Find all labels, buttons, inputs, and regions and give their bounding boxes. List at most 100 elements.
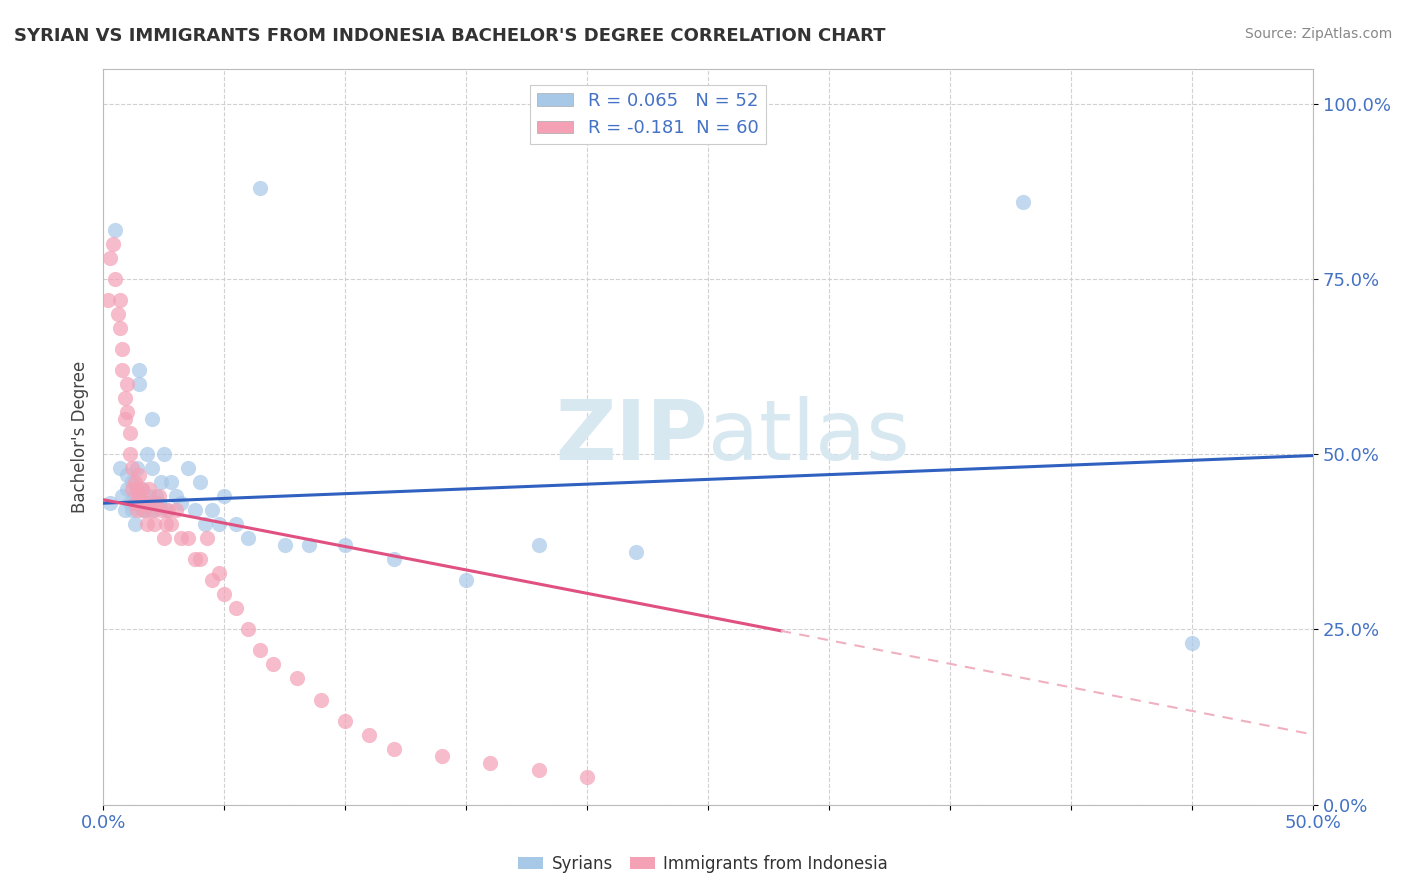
Text: ZIP: ZIP xyxy=(555,396,709,477)
Point xyxy=(97,293,120,307)
Point xyxy=(212,489,235,503)
Point xyxy=(155,503,177,517)
Point xyxy=(111,342,134,356)
Point xyxy=(184,552,207,566)
Point xyxy=(177,461,200,475)
Point xyxy=(128,468,150,483)
Point xyxy=(148,489,170,503)
Point xyxy=(141,461,163,475)
Point xyxy=(125,503,148,517)
Point xyxy=(131,496,153,510)
Point xyxy=(152,447,174,461)
Point xyxy=(104,223,127,237)
Point xyxy=(1181,636,1204,650)
Point xyxy=(118,496,141,510)
Point xyxy=(121,503,143,517)
Point xyxy=(298,538,321,552)
Point xyxy=(238,531,260,545)
Point xyxy=(111,489,134,503)
Point xyxy=(131,482,153,496)
Point xyxy=(117,377,139,392)
Point xyxy=(100,251,122,265)
Point xyxy=(150,503,173,517)
Point xyxy=(118,426,141,441)
Point xyxy=(208,566,231,581)
Point xyxy=(456,574,478,588)
Point xyxy=(150,475,173,490)
Point xyxy=(124,496,146,510)
Point xyxy=(108,461,131,475)
Point xyxy=(195,531,218,545)
Point xyxy=(479,756,502,770)
Point xyxy=(117,405,139,419)
Point xyxy=(184,503,207,517)
Point xyxy=(108,293,131,307)
Point xyxy=(128,489,150,503)
Point xyxy=(124,489,146,503)
Point xyxy=(114,412,136,426)
Point xyxy=(142,503,165,517)
Point xyxy=(212,587,235,601)
Point xyxy=(157,503,180,517)
Point xyxy=(101,236,124,251)
Point xyxy=(194,517,217,532)
Point xyxy=(145,496,167,510)
Point xyxy=(169,496,191,510)
Point xyxy=(155,517,177,532)
Point xyxy=(128,363,150,377)
Point xyxy=(131,482,153,496)
Text: SYRIAN VS IMMIGRANTS FROM INDONESIA BACHELOR'S DEGREE CORRELATION CHART: SYRIAN VS IMMIGRANTS FROM INDONESIA BACH… xyxy=(14,27,886,45)
Point xyxy=(118,447,141,461)
Legend: Syrians, Immigrants from Indonesia: Syrians, Immigrants from Indonesia xyxy=(512,848,894,880)
Point xyxy=(160,517,183,532)
Point xyxy=(134,503,156,517)
Point xyxy=(527,538,550,552)
Point xyxy=(107,307,129,321)
Point xyxy=(117,468,139,483)
Point xyxy=(141,503,163,517)
Point xyxy=(285,672,308,686)
Point xyxy=(169,531,191,545)
Point xyxy=(238,623,260,637)
Point xyxy=(333,538,356,552)
Point xyxy=(111,363,134,377)
Point xyxy=(225,517,247,532)
Point xyxy=(117,482,139,496)
Y-axis label: Bachelor's Degree: Bachelor's Degree xyxy=(72,360,89,513)
Point xyxy=(201,503,224,517)
Point xyxy=(273,538,295,552)
Point xyxy=(114,503,136,517)
Point xyxy=(201,574,224,588)
Point xyxy=(141,412,163,426)
Point xyxy=(125,496,148,510)
Point xyxy=(382,741,405,756)
Point xyxy=(138,482,160,496)
Point xyxy=(121,475,143,490)
Point xyxy=(165,503,187,517)
Point xyxy=(108,321,131,335)
Point xyxy=(249,180,271,194)
Point xyxy=(125,461,148,475)
Point xyxy=(121,482,143,496)
Point xyxy=(382,552,405,566)
Point xyxy=(135,496,157,510)
Point xyxy=(1011,194,1033,209)
Point xyxy=(114,391,136,405)
Point xyxy=(249,643,271,657)
Point xyxy=(124,517,146,532)
Text: atlas: atlas xyxy=(709,396,910,477)
Point xyxy=(125,482,148,496)
Point xyxy=(134,496,156,510)
Point xyxy=(135,517,157,532)
Point xyxy=(148,496,170,510)
Point xyxy=(225,601,247,615)
Point xyxy=(142,517,165,532)
Point xyxy=(124,475,146,490)
Legend: R = 0.065   N = 52, R = -0.181  N = 60: R = 0.065 N = 52, R = -0.181 N = 60 xyxy=(530,85,766,145)
Point xyxy=(128,377,150,392)
Point xyxy=(576,770,599,784)
Point xyxy=(104,272,127,286)
Point xyxy=(165,489,187,503)
Text: Source: ZipAtlas.com: Source: ZipAtlas.com xyxy=(1244,27,1392,41)
Point xyxy=(135,447,157,461)
